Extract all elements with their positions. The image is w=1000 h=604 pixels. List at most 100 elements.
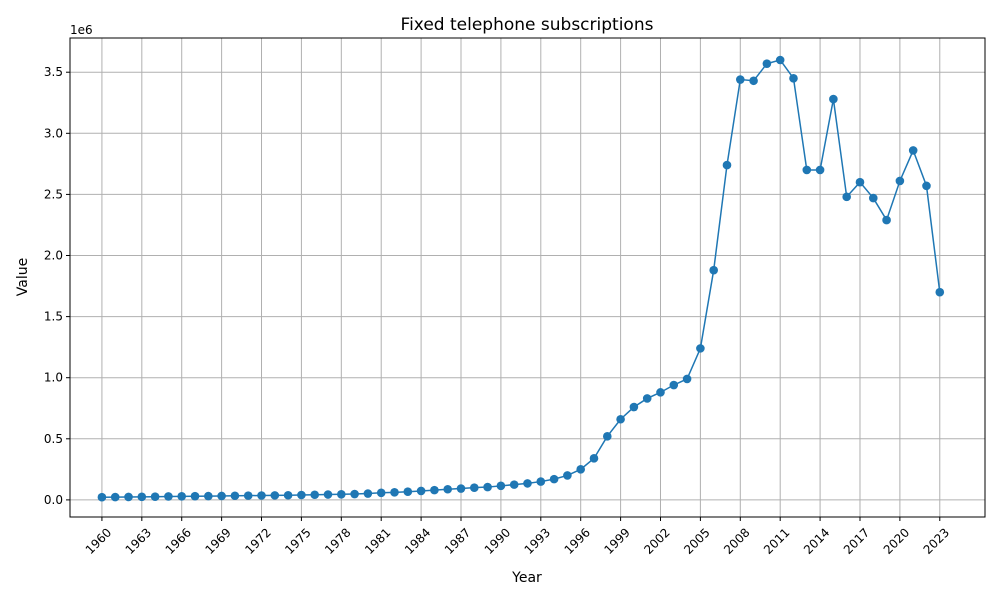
data-point — [669, 380, 679, 390]
x-tick-label: 2011 — [761, 525, 792, 556]
data-point — [802, 165, 812, 175]
x-tick-label: 2014 — [801, 525, 832, 556]
x-tick-label: 1996 — [562, 525, 593, 556]
data-point — [483, 482, 492, 492]
y-tick-label: 2.5 — [44, 187, 63, 201]
data-point — [735, 75, 745, 84]
data-point — [762, 59, 772, 68]
data-point — [137, 492, 147, 502]
data-point — [270, 491, 280, 500]
y-tick-label: 0.0 — [44, 493, 63, 507]
data-point — [509, 480, 519, 489]
plot-frame — [69, 37, 986, 518]
data-point — [815, 165, 825, 175]
data-point — [430, 485, 439, 495]
x-tick-label: 2020 — [881, 525, 912, 556]
data-point — [682, 374, 692, 384]
y-tick-label: 2.0 — [44, 249, 63, 263]
y-tick-label: 0.5 — [44, 432, 63, 446]
y-tick-label: 1.5 — [44, 310, 63, 324]
data-point — [350, 489, 359, 499]
data-point — [390, 488, 399, 497]
data-point — [283, 490, 293, 500]
x-tick-label: 2023 — [921, 525, 952, 556]
y-axis-offset-text: 1e6 — [70, 23, 93, 37]
data-point — [190, 491, 200, 501]
data-point — [616, 414, 625, 424]
data-point — [602, 432, 612, 441]
x-tick-label: 1993 — [522, 525, 553, 556]
data-point — [376, 488, 386, 498]
data-point — [656, 388, 665, 397]
data-point — [204, 491, 213, 501]
data-point — [164, 492, 173, 501]
data-point — [297, 490, 306, 500]
x-tick-label: 1999 — [601, 525, 632, 556]
data-point — [775, 55, 785, 65]
data-point — [895, 176, 905, 186]
x-tick-label: 1969 — [202, 525, 233, 556]
data-point — [363, 489, 373, 498]
x-tick-label: 1990 — [482, 525, 513, 556]
x-tick-label: 1975 — [282, 525, 313, 556]
x-tick-label: 1960 — [83, 525, 114, 556]
data-point — [523, 479, 532, 488]
x-tick-label: 1966 — [163, 525, 194, 556]
data-point — [456, 484, 466, 493]
data-point — [589, 454, 599, 463]
x-tick-label: 1963 — [123, 525, 154, 556]
data-point — [416, 486, 426, 496]
x-tick-label: 1978 — [322, 525, 353, 556]
data-point — [310, 490, 320, 500]
data-point — [722, 160, 732, 170]
data-point — [749, 76, 758, 86]
data-point — [709, 265, 718, 275]
data-point — [403, 487, 413, 497]
data-point — [868, 193, 878, 203]
x-tick-label: 2002 — [641, 525, 672, 556]
data-point — [470, 483, 479, 492]
data-point — [496, 481, 506, 491]
data-point — [829, 94, 838, 104]
x-tick-label: 2008 — [721, 525, 752, 556]
data-point — [922, 181, 931, 191]
data-point — [855, 177, 865, 187]
data-point — [97, 492, 107, 502]
data-point — [563, 471, 572, 480]
y-tick-label: 3.0 — [44, 126, 63, 140]
x-tick-label: 1984 — [402, 525, 433, 556]
data-point — [549, 474, 559, 484]
series-line — [101, 59, 941, 498]
series-layer — [97, 55, 945, 502]
y-tick-label: 3.5 — [44, 65, 63, 79]
data-point — [257, 491, 266, 500]
data-point — [124, 492, 133, 502]
data-point — [629, 402, 639, 412]
data-point — [935, 287, 945, 297]
x-tick-label: 1981 — [362, 525, 393, 556]
y-axis-label: Value — [15, 258, 31, 296]
x-tick-label: 2017 — [841, 525, 872, 556]
data-point — [908, 146, 918, 155]
chart-title: Fixed telephone subscriptions — [401, 15, 654, 35]
data-point — [110, 492, 120, 502]
data-point — [789, 74, 798, 83]
data-point — [230, 491, 240, 501]
data-point — [842, 192, 851, 202]
axes-layer: 1960 1963 1966 1969 1972 1975 1978 1981 1984 1987… — [44, 37, 986, 557]
data-point — [243, 491, 253, 500]
data-point — [443, 484, 453, 494]
x-tick-label: 1987 — [442, 525, 473, 556]
data-point — [150, 492, 160, 502]
data-point — [696, 344, 705, 353]
data-point — [177, 492, 187, 501]
data-point — [337, 489, 346, 499]
x-axis-label: Year — [511, 570, 542, 586]
y-tick-label: 1.0 — [44, 371, 63, 385]
x-tick-label: 1972 — [242, 525, 273, 556]
data-point — [217, 491, 226, 501]
x-tick-label: 2005 — [681, 525, 712, 556]
data-point — [576, 465, 585, 474]
